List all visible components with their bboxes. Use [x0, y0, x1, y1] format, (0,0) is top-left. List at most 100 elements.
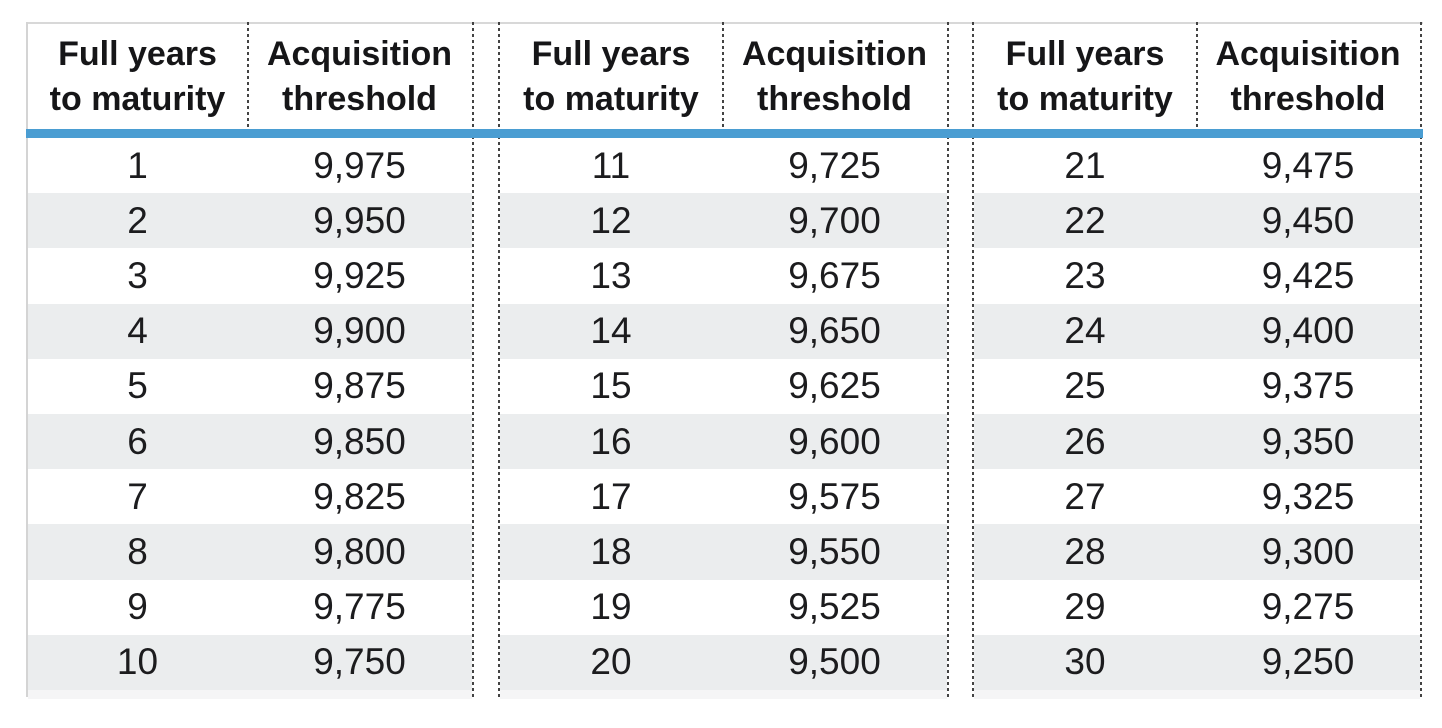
years-to-maturity-value: 15	[590, 365, 632, 407]
years-to-maturity-value: 7	[127, 475, 148, 517]
header-line: Full years	[58, 34, 217, 73]
table-row: 29 9,275	[974, 579, 1420, 635]
table-row: 7 9,825	[28, 469, 472, 525]
acquisition-threshold-value: 9,675	[788, 254, 881, 296]
column-header-acquisition-threshold: Acquisition threshold	[247, 24, 472, 129]
header-underline-rule	[26, 129, 1423, 138]
table-row: 20 9,500	[500, 634, 947, 690]
acquisition-threshold-value: 9,250	[1261, 641, 1355, 683]
table-row: 30 9,250	[974, 634, 1420, 690]
column-header-acquisition-threshold: Acquisition threshold	[722, 24, 947, 129]
header-line: to maturity	[523, 79, 699, 118]
years-to-maturity-value: 12	[590, 199, 632, 241]
table-header-row: Full years to maturity Acquisition thres…	[28, 24, 472, 129]
table-row: 11 9,725	[500, 138, 947, 194]
table-row: 17 9,575	[500, 469, 947, 525]
acquisition-threshold-value: 9,650	[788, 310, 881, 352]
table-body: 21 9,475 22 9,450 23 9,425 24 9,400 25 9,375 26 9,3…	[974, 138, 1420, 690]
acquisition-threshold-value: 9,400	[1261, 310, 1355, 352]
table-row: 5 9,875	[28, 358, 472, 414]
table-row: 18 9,550	[500, 524, 947, 580]
table-group-years-11-20: Full years to maturity Acquisition thres…	[500, 24, 947, 699]
table-row: 19 9,525	[500, 579, 947, 635]
years-to-maturity-value: 8	[127, 530, 148, 572]
table-body: 1 9,975 2 9,950 3 9,925 4 9,900 5 9,875 6 9,850 7 9,8…	[28, 138, 472, 690]
table-group-years-1-10: Full years to maturity Acquisition thres…	[28, 24, 472, 699]
table-row: 12 9,700	[500, 193, 947, 249]
header-line: to maturity	[997, 79, 1173, 118]
table-row: 14 9,650	[500, 303, 947, 359]
acquisition-threshold-value: 9,325	[1261, 475, 1355, 517]
acquisition-threshold-value: 9,825	[313, 475, 406, 517]
column-header-full-years-to-maturity: Full years to maturity	[974, 24, 1196, 129]
table-row: 3 9,925	[28, 248, 472, 304]
years-to-maturity-value: 28	[1064, 530, 1106, 572]
dotted-column-separator	[472, 22, 474, 697]
years-to-maturity-value: 16	[590, 420, 632, 462]
years-to-maturity-value: 3	[127, 254, 148, 296]
acquisition-threshold-value: 9,350	[1261, 420, 1355, 462]
table-row: 27 9,325	[974, 469, 1420, 525]
header-line: Full years	[1005, 34, 1165, 73]
acquisition-threshold-table: Full years to maturity Acquisition thres…	[26, 22, 1423, 699]
years-to-maturity-value: 26	[1064, 420, 1106, 462]
acquisition-threshold-value: 9,475	[1261, 144, 1355, 186]
acquisition-threshold-value: 9,775	[313, 586, 406, 628]
years-to-maturity-value: 9	[127, 586, 148, 628]
table-left-border	[26, 22, 28, 697]
table-row: 21 9,475	[974, 138, 1420, 194]
table-row: 22 9,450	[974, 193, 1420, 249]
table-row: 26 9,350	[974, 413, 1420, 470]
column-header-acquisition-threshold: Acquisition threshold	[1196, 24, 1420, 129]
acquisition-threshold-value: 9,850	[313, 420, 406, 462]
acquisition-threshold-value: 9,975	[313, 144, 406, 186]
acquisition-threshold-value: 9,550	[788, 530, 881, 572]
acquisition-threshold-value: 9,450	[1261, 199, 1355, 241]
years-to-maturity-value: 17	[590, 475, 632, 517]
table-bottom-strip	[28, 690, 472, 699]
header-line: threshold	[1230, 79, 1386, 118]
header-line: threshold	[757, 79, 912, 118]
acquisition-threshold-value: 9,300	[1261, 530, 1355, 572]
table-row: 4 9,900	[28, 303, 472, 359]
table-bottom-strip	[974, 690, 1420, 699]
years-to-maturity-value: 20	[590, 641, 632, 683]
dotted-column-separator	[1420, 22, 1422, 697]
acquisition-threshold-value: 9,925	[313, 254, 406, 296]
years-to-maturity-value: 29	[1064, 586, 1106, 628]
years-to-maturity-value: 2	[127, 199, 148, 241]
years-to-maturity-value: 25	[1064, 365, 1106, 407]
years-to-maturity-value: 22	[1064, 199, 1106, 241]
years-to-maturity-value: 13	[590, 254, 632, 296]
years-to-maturity-value: 10	[116, 641, 159, 683]
dotted-column-separator	[947, 22, 949, 697]
acquisition-threshold-value: 9,575	[788, 475, 881, 517]
column-header-full-years-to-maturity: Full years to maturity	[500, 24, 722, 129]
table-group-years-21-30: Full years to maturity Acquisition thres…	[974, 24, 1420, 699]
header-line: Acquisition	[266, 34, 453, 73]
header-line: Acquisition	[741, 34, 928, 73]
table-header-row: Full years to maturity Acquisition thres…	[974, 24, 1420, 129]
table-body: 11 9,725 12 9,700 13 9,675 14 9,650 15 9,625 16 9,6…	[500, 138, 947, 690]
table-row: 8 9,800	[28, 524, 472, 580]
acquisition-threshold-value: 9,600	[788, 420, 881, 462]
table-header-row: Full years to maturity Acquisition thres…	[500, 24, 947, 129]
years-to-maturity-value: 18	[590, 530, 632, 572]
acquisition-threshold-value: 9,750	[313, 641, 406, 683]
table-row: 10 9,750	[28, 634, 472, 690]
acquisition-threshold-value: 9,425	[1261, 254, 1355, 296]
header-line: Acquisition	[1215, 34, 1401, 73]
acquisition-threshold-value: 9,275	[1261, 586, 1355, 628]
years-to-maturity-value: 5	[127, 365, 148, 407]
table-bottom-strip	[500, 690, 947, 699]
dotted-column-separator	[972, 22, 974, 697]
table-row: 24 9,400	[974, 303, 1420, 359]
acquisition-threshold-value: 9,525	[788, 586, 881, 628]
years-to-maturity-value: 4	[127, 310, 148, 352]
years-to-maturity-value: 24	[1064, 310, 1106, 352]
years-to-maturity-value: 30	[1064, 641, 1106, 683]
table-row: 15 9,625	[500, 358, 947, 414]
table-row: 16 9,600	[500, 413, 947, 470]
table-row: 9 9,775	[28, 579, 472, 635]
column-header-full-years-to-maturity: Full years to maturity	[28, 24, 247, 129]
